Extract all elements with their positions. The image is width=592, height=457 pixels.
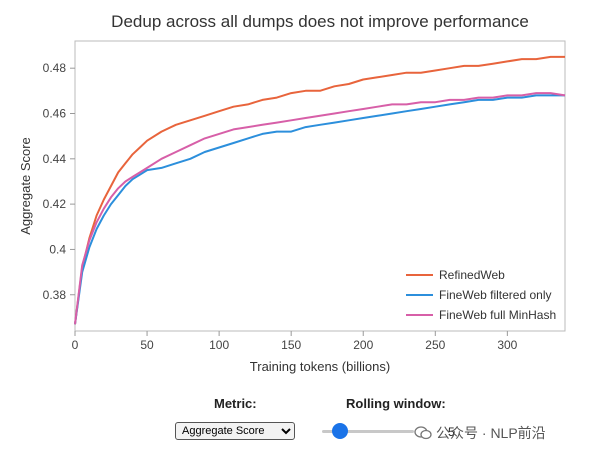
y-axis-label: Aggregate Score — [18, 137, 33, 235]
y-tick-label: 0.48 — [43, 61, 67, 75]
wechat-icon — [414, 426, 432, 440]
legend-label: FineWeb filtered only — [439, 288, 552, 302]
rolling-window-value: 5 — [448, 425, 455, 439]
x-tick-label: 0 — [72, 338, 79, 352]
watermark: 公众号 · NLP前沿 — [414, 423, 546, 443]
x-tick-label: 50 — [140, 338, 154, 352]
metric-label: Metric: — [214, 396, 257, 411]
y-tick-label: 0.4 — [49, 242, 66, 256]
rolling-window-slider-thumb[interactable] — [332, 423, 349, 439]
y-tick-label: 0.38 — [43, 288, 67, 302]
controls-panel — [0, 385, 592, 457]
x-tick-label: 150 — [281, 338, 301, 352]
x-axis-label: Training tokens (billions) — [250, 359, 390, 374]
x-tick-label: 250 — [425, 338, 445, 352]
series-line-fineweb-full-minhash — [74, 92, 566, 325]
rolling-window-slider[interactable] — [322, 430, 414, 433]
series-line-refinedweb — [74, 55, 565, 325]
plot-area — [74, 40, 566, 332]
line-chart: Dedup across all dumps does not improve … — [18, 12, 566, 374]
metric-select[interactable]: Aggregate Score — [175, 422, 295, 440]
y-tick-label: 0.46 — [43, 107, 67, 121]
x-tick-label: 300 — [497, 338, 517, 352]
x-tick-label: 200 — [353, 338, 373, 352]
rolling-window-label: Rolling window: — [346, 396, 446, 411]
y-tick-label: 0.42 — [43, 197, 67, 211]
legend: RefinedWeb FineWeb filtered only FineWeb f… — [406, 268, 556, 322]
x-tick-label: 100 — [209, 338, 229, 352]
legend-label: RefinedWeb — [439, 268, 505, 282]
y-tick-label: 0.44 — [43, 152, 67, 166]
legend-label: FineWeb full MinHash — [439, 308, 556, 322]
chart-title: Dedup across all dumps does not improve … — [111, 12, 529, 31]
watermark-text: 公众号 · NLP前沿 — [436, 425, 546, 441]
series-line-fineweb-filtered-only — [74, 94, 565, 325]
